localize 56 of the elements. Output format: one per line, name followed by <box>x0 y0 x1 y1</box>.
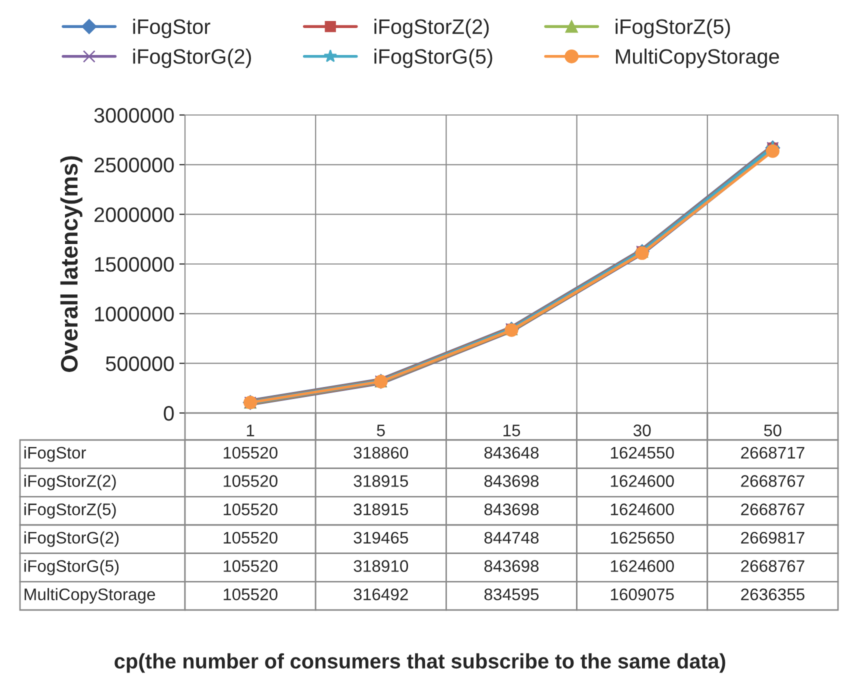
text: iFogStorZ(5) <box>24 503 116 519</box>
text: iFogStorG(2) <box>24 531 119 547</box>
data-label: 105520 <box>224 475 278 487</box>
y-tick-label: 3000000 <box>94 108 174 123</box>
data-label: 843698 <box>484 560 539 572</box>
y-tick-label: 500000 <box>106 356 174 372</box>
legend-label: MultiCopyStorage <box>616 48 779 68</box>
data-label: 2668767 <box>741 560 804 572</box>
x-tick-label: 1 <box>246 424 254 436</box>
data-label: 2668717 <box>741 446 804 459</box>
data-label: 1625650 <box>610 532 674 544</box>
data-label: 1624600 <box>610 475 674 487</box>
y-tick-label: 1000000 <box>95 306 174 322</box>
data-label: 316492 <box>354 588 408 600</box>
data-label: 2669817 <box>741 532 804 544</box>
text: iFogStorG(5) <box>24 560 119 576</box>
data-label: 2636355 <box>741 588 804 600</box>
data-label: 105520 <box>224 504 278 516</box>
x-tick-label: 50 <box>764 424 782 436</box>
data-label: 318915 <box>354 504 408 516</box>
x-tick-label: 15 <box>504 424 520 436</box>
data-label: 834595 <box>484 588 539 600</box>
data-label: 843648 <box>484 446 539 459</box>
data-label: 105520 <box>224 560 278 572</box>
text: iFogStorZ(2) <box>24 474 116 490</box>
legend-label: iFogStorZ(2) <box>374 18 489 38</box>
y-tick-label: 2000000 <box>94 207 174 222</box>
legend-label: iFogStor <box>133 18 210 38</box>
data-label: 843698 <box>484 475 539 487</box>
y-tick-label: 1500000 <box>95 257 174 272</box>
y-tick-label: 0 <box>164 406 174 421</box>
data-label: 2668767 <box>741 475 804 487</box>
data-label: 105520 <box>224 588 278 600</box>
data-label: 1624600 <box>610 560 674 572</box>
data-label: 318910 <box>354 560 408 572</box>
data-label: 318860 <box>354 446 408 459</box>
y-axis-title: Overall latency(ms) <box>60 156 82 372</box>
data-label: 1624550 <box>610 446 674 459</box>
text: MultiCopyStorage <box>24 588 156 604</box>
x-tick-label: 30 <box>633 424 651 436</box>
data-label: 843698 <box>484 504 539 516</box>
data-label: 2668767 <box>741 504 804 516</box>
legend-label: iFogStorG(5) <box>374 48 492 68</box>
data-label: 844748 <box>484 532 539 544</box>
data-label: 1609075 <box>610 588 674 600</box>
text: iFogStor <box>24 446 86 462</box>
legend-label: iFogStorZ(5) <box>616 18 730 38</box>
x-tick-label: 5 <box>376 424 385 436</box>
data-label: 105520 <box>224 532 278 544</box>
data-label: 319465 <box>354 532 408 544</box>
data-label: 1624600 <box>610 504 674 516</box>
legend-label: iFogStorG(2) <box>133 48 251 68</box>
data-label: 318915 <box>354 475 408 487</box>
text: cp(the number of consumers that subscribe to the same data) <box>114 653 726 673</box>
data-label: 105520 <box>224 446 278 459</box>
y-tick-label: 2500000 <box>94 158 174 172</box>
